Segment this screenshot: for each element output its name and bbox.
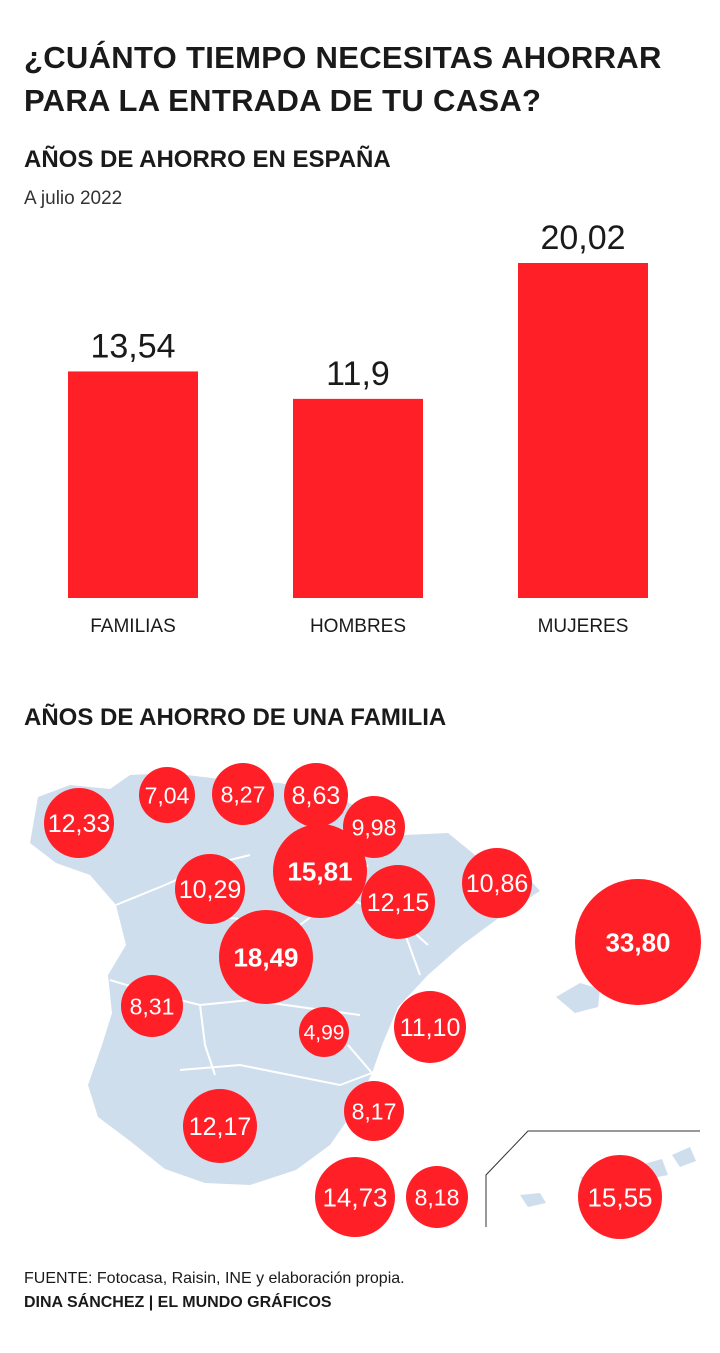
region-bubble <box>299 1007 349 1057</box>
region-bubble <box>121 975 183 1037</box>
region-marker: 8,27 <box>212 763 274 825</box>
region-value-label: 15,81 <box>287 856 352 886</box>
region-marker: 8,18 <box>406 1166 468 1228</box>
bar-category-label: FAMILIAS <box>90 616 176 637</box>
bar-chart-title: AÑOS DE AHORRO EN ESPAÑA <box>24 146 391 173</box>
region-value-label: 9,98 <box>352 814 397 840</box>
region-value-label: 10,29 <box>179 876 242 904</box>
baleares-shape <box>556 983 600 1013</box>
bar-chart-subtitle: A julio 2022 <box>24 188 123 209</box>
region-marker: 7,04 <box>139 767 195 823</box>
region-value-label: 15,55 <box>587 1182 652 1212</box>
region-marker: 12,33 <box>44 788 114 858</box>
canarias-islands-shape <box>520 1147 696 1207</box>
region-bubble <box>344 1081 404 1141</box>
region-value-label: 8,63 <box>292 782 341 810</box>
region-marker: 33,80 <box>575 879 701 1005</box>
bar-value-label: 13,54 <box>90 327 175 365</box>
bar-category-label: MUJERES <box>538 616 629 637</box>
region-bubble <box>273 824 367 918</box>
region-bubble <box>394 991 466 1063</box>
region-value-label: 11,10 <box>400 1014 461 1042</box>
region-marker: 8,31 <box>121 975 183 1037</box>
region-bubble <box>462 848 532 918</box>
bar <box>518 263 648 598</box>
region-bubble <box>212 763 274 825</box>
region-value-label: 12,17 <box>189 1113 252 1141</box>
region-bubble <box>284 763 348 827</box>
region-bubble <box>219 910 313 1004</box>
source-note: FUENTE: Fotocasa, Raisin, INE y elaborac… <box>24 1270 405 1287</box>
bar-category-label: HOMBRES <box>310 616 406 637</box>
region-bubble <box>343 796 405 858</box>
region-marker: 4,99 <box>299 1007 349 1057</box>
region-marker: 10,29 <box>175 854 245 924</box>
region-bubble <box>175 854 245 924</box>
map-chart-title: AÑOS DE AHORRO DE UNA FAMILIA <box>24 704 447 731</box>
region-bubble <box>406 1166 468 1228</box>
region-value-label: 12,33 <box>48 810 111 838</box>
bar-chart: 13,54 FAMILIAS 11,9 HOMBRES 20,02 MUJERES <box>68 219 648 637</box>
region-value-label: 4,99 <box>304 1022 345 1045</box>
region-bubble <box>183 1089 257 1163</box>
region-marker: 8,17 <box>344 1081 404 1141</box>
region-bubble <box>578 1155 662 1239</box>
region-bubble <box>315 1157 395 1237</box>
credit-note: DINA SÁNCHEZ | EL MUNDO GRÁFICOS <box>24 1294 332 1311</box>
region-value-label: 18,49 <box>233 942 298 972</box>
region-marker: 14,73 <box>315 1157 395 1237</box>
region-value-label: 8,17 <box>352 1098 397 1124</box>
bar <box>293 398 423 598</box>
region-value-label: 8,31 <box>130 993 175 1019</box>
region-bubble <box>44 788 114 858</box>
bar-value-label: 20,02 <box>540 219 625 257</box>
region-marker: 8,63 <box>284 763 348 827</box>
region-marker: 11,10 <box>394 991 466 1063</box>
region-marker: 12,17 <box>183 1089 257 1163</box>
region-marker: 9,98 <box>343 796 405 858</box>
region-value-label: 7,04 <box>145 782 190 808</box>
region-marker: 18,49 <box>219 910 313 1004</box>
region-value-label: 8,27 <box>221 781 266 807</box>
region-bubble <box>361 865 435 939</box>
region-marker: 15,55 <box>578 1155 662 1239</box>
bar <box>68 371 198 598</box>
bar-value-label: 11,9 <box>326 355 390 393</box>
region-value-label: 8,18 <box>415 1184 460 1210</box>
region-value-label: 12,15 <box>367 889 430 917</box>
region-bubble <box>139 767 195 823</box>
region-bubble <box>575 879 701 1005</box>
page-title: ¿CUÁNTO TIEMPO NECESITAS AHORRAR PARA LA… <box>24 40 662 118</box>
region-value-label: 10,86 <box>466 870 529 898</box>
region-marker: 10,86 <box>462 848 532 918</box>
region-value-label: 14,73 <box>322 1182 387 1212</box>
region-marker: 15,81 <box>273 824 367 918</box>
canarias-inset-frame <box>485 1130 700 1227</box>
region-marker: 12,15 <box>361 865 435 939</box>
region-value-label: 33,80 <box>605 927 670 957</box>
